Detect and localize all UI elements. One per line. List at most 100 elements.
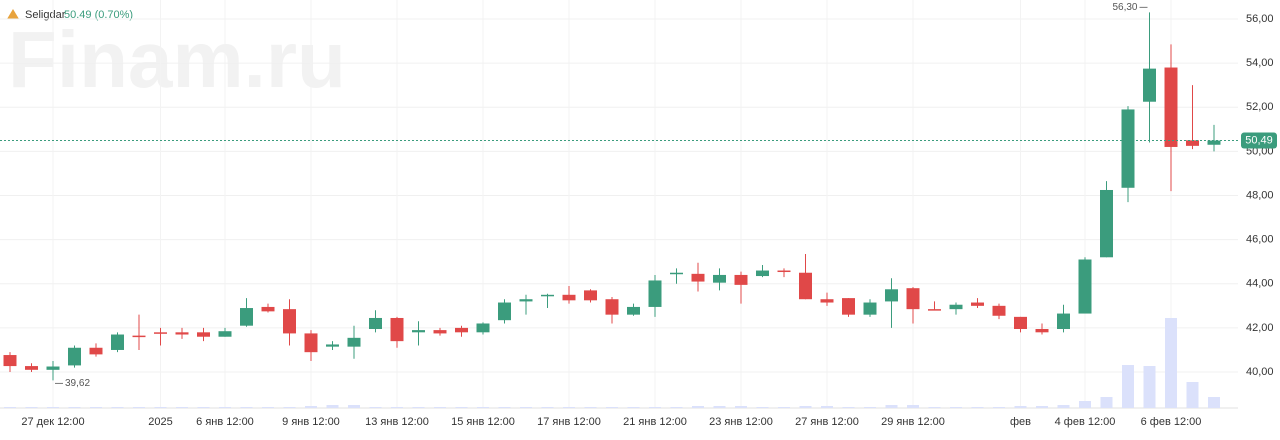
- volume-bar: [563, 407, 575, 408]
- candle-body: [992, 305, 1006, 316]
- volume-bar: [219, 407, 231, 408]
- candle-body: [691, 273, 705, 282]
- candle-body: [842, 298, 855, 315]
- x-tick-label: 6 фев 12:00: [1141, 416, 1202, 428]
- volume-bar: [326, 405, 339, 408]
- volume-bar: [1036, 406, 1048, 408]
- candle-body: [906, 288, 920, 310]
- volume-bar: [1165, 318, 1177, 408]
- volume-bar: [240, 407, 253, 408]
- x-tick-label: 23 янв 12:00: [709, 416, 773, 428]
- volume-bar: [176, 407, 188, 408]
- x-tick-label: 29 янв 12:00: [881, 416, 945, 428]
- y-tick-label: 48,00: [1246, 189, 1274, 201]
- logo: [7, 9, 19, 19]
- candle-body: [971, 302, 984, 306]
- y-tick-label: 52,00: [1246, 101, 1274, 113]
- volume-bar: [670, 407, 683, 408]
- volume-bar: [412, 407, 425, 408]
- volume-bar: [821, 406, 833, 408]
- x-tick-label: 4 фев 12:00: [1055, 416, 1116, 428]
- volume-bar: [627, 407, 640, 408]
- volume-bar: [154, 407, 167, 408]
- candle-body: [347, 337, 361, 347]
- candle-body: [154, 332, 167, 334]
- volume-bar: [541, 407, 554, 408]
- candle-body: [476, 323, 490, 333]
- volume-bar: [692, 406, 704, 408]
- volume-bar: [1143, 366, 1156, 408]
- y-tick-label: 56,00: [1246, 13, 1274, 25]
- volume-bar: [133, 407, 145, 408]
- candle-body: [240, 308, 253, 326]
- candle-body: [949, 304, 963, 310]
- candle-body: [1164, 67, 1178, 147]
- last-price-label: 50,49: [1245, 134, 1273, 146]
- candle-body: [89, 347, 103, 355]
- candle-body: [928, 309, 941, 311]
- candle-body: [1121, 109, 1135, 188]
- candle-body: [68, 347, 81, 366]
- y-tick-label: 40,00: [1246, 366, 1274, 378]
- volume-bar: [434, 407, 446, 408]
- volume-bar: [864, 407, 876, 408]
- symbol: Seligdar: [25, 9, 66, 21]
- watermark: Finam.ru: [8, 15, 346, 104]
- x-tick-label: 27 янв 12:00: [795, 416, 859, 428]
- candle-body: [799, 272, 812, 300]
- candle-body: [713, 274, 726, 283]
- volume-bar: [735, 406, 747, 408]
- candle-body: [863, 302, 877, 315]
- candle-body: [519, 299, 533, 302]
- candle-body: [562, 294, 576, 301]
- candle-body: [412, 330, 425, 333]
- x-tick-label: 21 янв 12:00: [623, 416, 687, 428]
- volume-bar: [477, 407, 489, 408]
- candle-body: [1057, 313, 1070, 330]
- volume-bar: [885, 405, 898, 408]
- volume-bar: [348, 405, 360, 408]
- candle-body: [197, 332, 210, 337]
- candle-body: [1100, 189, 1113, 258]
- candle-body: [605, 299, 619, 315]
- last-price-badge: [1241, 132, 1277, 149]
- volume-bar: [262, 407, 274, 408]
- volume-bar: [1186, 382, 1199, 408]
- volume-bar: [4, 407, 16, 408]
- candle-body: [734, 274, 748, 285]
- volume-bar: [369, 407, 382, 408]
- volume-bar: [455, 407, 468, 408]
- volume-bar: [606, 407, 618, 408]
- x-tick-label: 17 янв 12:00: [537, 416, 601, 428]
- quote: 50.49 (0.70%): [64, 9, 133, 21]
- y-tick-label: 42,00: [1246, 322, 1274, 334]
- candle-body: [627, 306, 640, 315]
- volume-bar: [928, 407, 941, 408]
- candle-body: [541, 294, 554, 297]
- y-tick-label: 46,00: [1246, 234, 1274, 246]
- volume-bar: [993, 407, 1005, 408]
- candle-body: [326, 344, 339, 347]
- volume-bar: [391, 407, 403, 408]
- x-tick-label: 13 янв 12:00: [365, 416, 429, 428]
- volume-bar: [1014, 406, 1027, 408]
- candle-body: [283, 309, 296, 334]
- candle-body: [175, 332, 189, 335]
- candle-body: [498, 302, 511, 321]
- volume-bar: [111, 407, 124, 408]
- volume-bar: [1208, 397, 1220, 408]
- volume-bar: [68, 407, 81, 408]
- volume-bar: [90, 407, 102, 408]
- candle-body: [390, 317, 404, 342]
- volume-bar: [799, 406, 812, 408]
- candle-body: [584, 290, 597, 301]
- volume-bar: [649, 407, 661, 408]
- candle-body: [25, 366, 38, 370]
- candle-body: [369, 317, 382, 330]
- candle-body: [885, 289, 898, 302]
- volume-bar: [713, 406, 726, 408]
- candle-body: [3, 355, 17, 367]
- candle-body: [820, 299, 834, 303]
- x-tick-label: 15 янв 12:00: [451, 416, 515, 428]
- candle-body: [756, 270, 769, 277]
